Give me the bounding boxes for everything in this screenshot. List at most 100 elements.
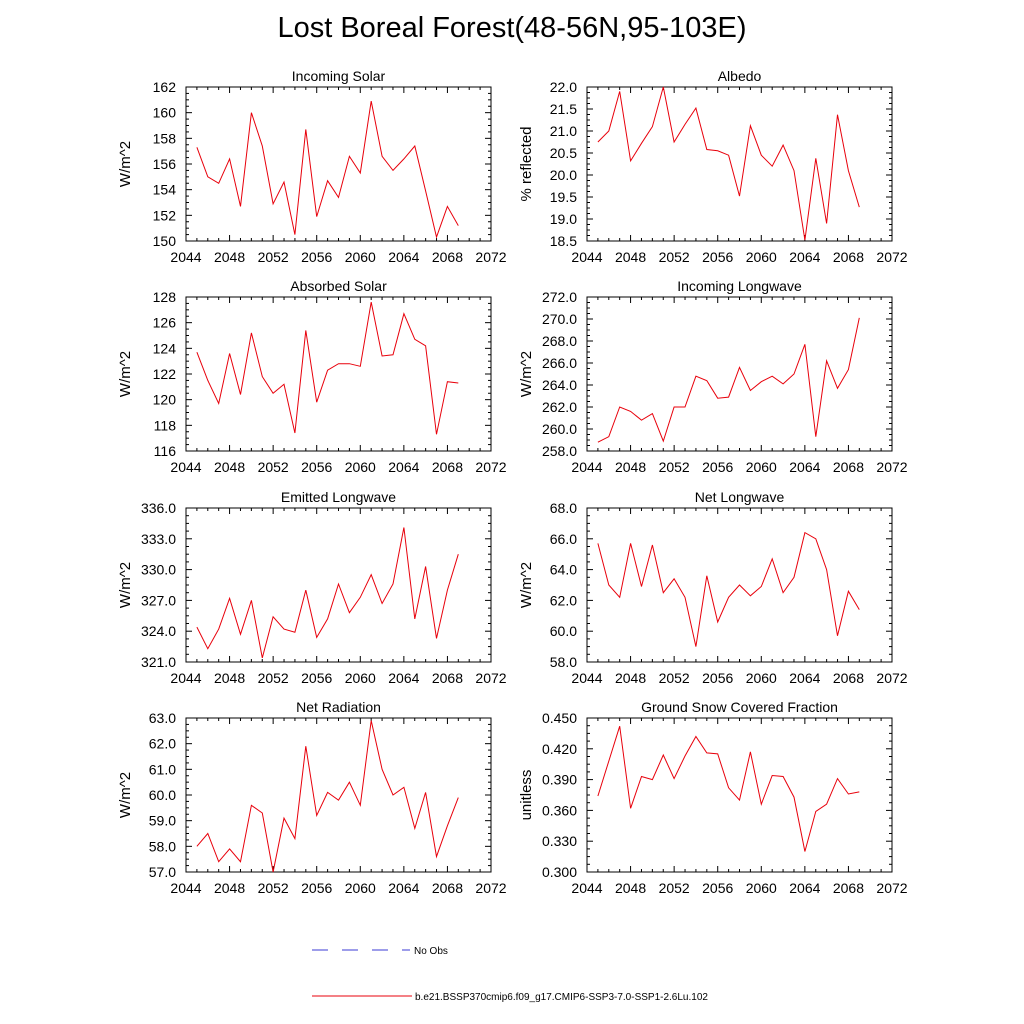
x-tick-label: 2060 [746, 249, 777, 265]
y-tick-label: 264.0 [542, 377, 577, 393]
x-tick-label: 2064 [388, 670, 419, 686]
y-tick-label: 120 [153, 392, 177, 408]
y-tick-label: 272.0 [542, 289, 577, 305]
series-line [597, 86, 860, 241]
y-tick-label: 333.0 [141, 531, 176, 547]
y-tick-label: 0.420 [542, 741, 577, 757]
x-tick-label: 2072 [475, 880, 506, 896]
panel-8: Ground Snow Covered Fraction 2044 2048 2052… [518, 699, 908, 896]
x-tick-label: 2064 [789, 249, 820, 265]
x-tick-label: 2068 [432, 670, 463, 686]
figure-title: Lost Boreal Forest(48-56N,95-103E) [277, 12, 747, 44]
y-tick-label: 118 [154, 417, 177, 433]
y-tick-label: 0.450 [542, 710, 577, 726]
y-tick-label: 154 [153, 182, 177, 198]
y-tick-label: 58.0 [550, 654, 577, 670]
y-tick-label: 18.5 [550, 233, 577, 249]
y-tick-label: 160 [153, 105, 177, 121]
y-tick-label: 162 [153, 79, 177, 95]
x-tick-label: 2048 [615, 880, 646, 896]
x-tick-label: 2072 [475, 670, 506, 686]
y-tick-label: 62.0 [550, 592, 577, 608]
x-tick-label: 2064 [789, 459, 820, 475]
y-tick-label: 116 [154, 443, 177, 459]
y-tick-label: 0.360 [542, 802, 577, 818]
x-tick-label: 2044 [170, 459, 201, 475]
y-tick-label: 258.0 [542, 443, 577, 459]
panel-3: Absorbed Solar 2044 2048 2052 2056 2060 2064 20… [117, 278, 507, 475]
x-tick-label: 2052 [258, 459, 289, 475]
plot-frame [185, 296, 492, 452]
plot-frame [185, 86, 492, 242]
panel-title: Absorbed Solar [290, 278, 387, 294]
y-tick-label: 0.300 [542, 864, 577, 880]
y-tick-label: 60.0 [550, 623, 577, 639]
y-tick-label: 270.0 [542, 311, 577, 327]
panel-title: Albedo [718, 68, 762, 84]
y-tick-label: 268.0 [542, 333, 577, 349]
y-axis-label: % reflected [518, 126, 535, 201]
x-tick-label: 2056 [301, 880, 332, 896]
x-tick-label: 2064 [388, 880, 419, 896]
x-tick-label: 2044 [571, 249, 602, 265]
x-tick-label: 2072 [876, 249, 907, 265]
x-tick-label: 2056 [702, 880, 733, 896]
x-tick-label: 2048 [214, 880, 245, 896]
series-line [196, 720, 459, 873]
panel-title: Net Radiation [296, 699, 381, 715]
y-tick-label: 124 [153, 340, 177, 356]
x-tick-label: 2060 [345, 880, 376, 896]
x-tick-label: 2052 [659, 459, 690, 475]
x-tick-label: 2060 [746, 459, 777, 475]
x-tick-label: 2056 [301, 670, 332, 686]
x-tick-label: 2056 [702, 459, 733, 475]
x-tick-label: 2060 [345, 459, 376, 475]
x-tick-label: 2072 [475, 249, 506, 265]
y-tick-label: 330.0 [141, 562, 176, 578]
y-tick-label: 260.0 [542, 421, 577, 437]
x-tick-label: 2068 [833, 249, 864, 265]
x-tick-label: 2060 [345, 249, 376, 265]
x-tick-label: 2048 [214, 459, 245, 475]
panel-1: Incoming Solar 2044 2048 2052 2056 2060 2064 20… [117, 68, 507, 265]
x-tick-label: 2052 [659, 670, 690, 686]
x-tick-label: 2048 [214, 670, 245, 686]
x-tick-label: 2044 [170, 880, 201, 896]
x-tick-label: 2072 [475, 459, 506, 475]
y-tick-label: 66.0 [550, 531, 577, 547]
y-tick-label: 128 [153, 289, 177, 305]
y-tick-label: 266.0 [542, 355, 577, 371]
panel-title: Net Longwave [695, 489, 785, 505]
y-tick-label: 156 [153, 156, 177, 172]
panel-5: Emitted Longwave 2044 2048 2052 2056 2060 2064… [117, 489, 507, 686]
x-tick-label: 2060 [746, 670, 777, 686]
series-line [597, 726, 860, 852]
y-tick-label: 20.0 [550, 167, 577, 183]
panel-title: Emitted Longwave [281, 489, 396, 505]
x-tick-label: 2064 [388, 249, 419, 265]
y-tick-label: 324.0 [141, 623, 176, 639]
y-tick-label: 64.0 [550, 562, 577, 578]
x-tick-label: 2044 [571, 670, 602, 686]
y-tick-label: 68.0 [550, 500, 577, 516]
x-tick-label: 2064 [789, 880, 820, 896]
x-tick-label: 2052 [659, 880, 690, 896]
x-tick-label: 2056 [702, 670, 733, 686]
series-line [196, 527, 459, 659]
y-tick-label: 63.0 [149, 710, 176, 726]
series-line [597, 317, 860, 443]
series-line [196, 101, 459, 239]
y-axis-label: W/m^2 [518, 351, 535, 397]
panel-title: Incoming Solar [292, 68, 386, 84]
panel-title: Incoming Longwave [677, 278, 802, 294]
x-tick-label: 2048 [615, 459, 646, 475]
y-tick-label: 19.5 [550, 189, 577, 205]
y-tick-label: 21.0 [550, 123, 577, 139]
x-tick-label: 2072 [876, 459, 907, 475]
y-axis-label: W/m^2 [117, 562, 134, 608]
y-axis-label: W/m^2 [117, 351, 134, 397]
x-tick-label: 2068 [833, 459, 864, 475]
x-tick-label: 2072 [876, 670, 907, 686]
y-tick-label: 122 [153, 366, 177, 382]
